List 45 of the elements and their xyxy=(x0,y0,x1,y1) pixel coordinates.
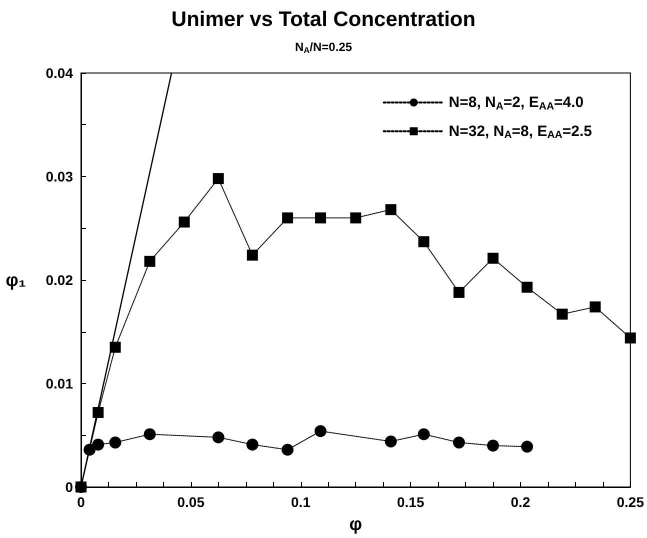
point xyxy=(178,216,190,228)
point xyxy=(385,204,396,216)
point xyxy=(76,482,86,492)
point xyxy=(92,406,104,418)
x-tick-label: 0.2 xyxy=(510,494,530,510)
y-tick-label: 0.03 xyxy=(46,168,74,184)
y-tick-label: 0 xyxy=(65,479,74,495)
x-tick-label: 0.05 xyxy=(177,494,205,510)
x-tick-label: 0.1 xyxy=(291,494,311,510)
point xyxy=(452,436,465,448)
point xyxy=(84,444,96,456)
point xyxy=(109,436,122,448)
point xyxy=(92,438,104,451)
point xyxy=(282,212,294,224)
point xyxy=(144,428,156,440)
x-tick-label: 0 xyxy=(77,494,86,510)
point xyxy=(453,286,464,298)
y-tick-label: 0.02 xyxy=(46,272,74,288)
point xyxy=(246,250,258,261)
point xyxy=(246,438,258,451)
point xyxy=(522,282,533,293)
point xyxy=(350,212,362,224)
point xyxy=(212,173,224,184)
chart-title: Unimer vs Total Concentration xyxy=(171,8,476,31)
y-tick-label: 0.01 xyxy=(46,376,74,392)
x-tick-label: 0.25 xyxy=(616,494,644,510)
point xyxy=(110,342,121,353)
point xyxy=(315,212,326,224)
point xyxy=(144,256,156,267)
point xyxy=(418,236,430,248)
point xyxy=(556,308,568,320)
point xyxy=(314,425,327,438)
x-tick-label: 0.15 xyxy=(397,494,424,510)
point xyxy=(488,252,499,264)
point xyxy=(282,444,294,456)
point xyxy=(624,332,636,344)
point xyxy=(521,440,534,453)
x-axis-title: φ xyxy=(349,514,362,534)
point xyxy=(212,431,224,444)
point xyxy=(590,301,601,312)
y-tick-label: 0.04 xyxy=(46,65,74,81)
y-axis-title: φ₁ xyxy=(6,270,26,290)
point xyxy=(487,440,500,452)
point xyxy=(384,435,397,448)
point xyxy=(418,428,430,440)
